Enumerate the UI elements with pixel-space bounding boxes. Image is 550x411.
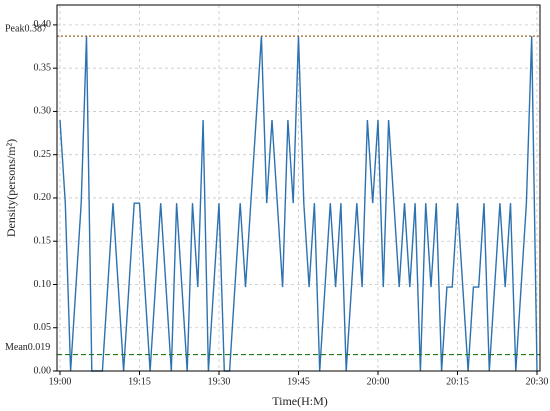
y-tick-label: 0.00 bbox=[34, 365, 52, 376]
x-axis-title: Time(H:M) bbox=[272, 394, 328, 408]
x-tick-label: 19:00 bbox=[49, 376, 72, 387]
x-tick-label: 19:45 bbox=[287, 376, 310, 387]
x-tick-label: 20:15 bbox=[446, 376, 469, 387]
y-tick-label: 0.05 bbox=[34, 322, 52, 333]
x-tick-label: 20:00 bbox=[367, 376, 390, 387]
y-axis-title: Density(persons/m²) bbox=[4, 139, 18, 237]
reference-label: Mean0.019 bbox=[5, 342, 50, 353]
y-tick-label: 0.40 bbox=[34, 19, 52, 30]
x-tick-label: 19:30 bbox=[208, 376, 231, 387]
y-tick-label: 0.35 bbox=[34, 62, 52, 73]
plot-frame bbox=[56, 4, 541, 372]
x-tick-label: 20:30 bbox=[526, 376, 549, 387]
reference-label: Peak0.387 bbox=[5, 23, 47, 34]
y-tick-label: 0.25 bbox=[34, 149, 52, 160]
x-tick-label: 19:15 bbox=[128, 376, 151, 387]
y-tick-label: 0.30 bbox=[34, 106, 52, 117]
y-tick-label: 0.15 bbox=[34, 236, 52, 247]
y-tick-label: 0.10 bbox=[34, 279, 52, 290]
y-tick-label: 0.20 bbox=[34, 192, 52, 203]
